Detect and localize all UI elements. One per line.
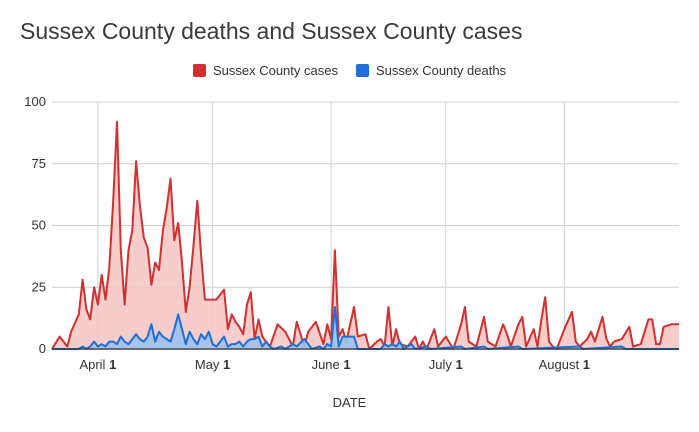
y-tick-label: 100 xyxy=(24,94,46,109)
series-line-deaths xyxy=(52,306,679,350)
x-tick-label: July 1 xyxy=(429,357,463,372)
y-tick-label: 50 xyxy=(32,218,46,233)
y-tick-label: 25 xyxy=(32,279,46,294)
legend-label-cases: Sussex County cases xyxy=(212,63,338,78)
series-area-cases xyxy=(52,121,679,349)
legend: Sussex County cases Sussex County deaths xyxy=(0,63,699,78)
legend-item-cases[interactable]: Sussex County cases xyxy=(192,63,338,78)
x-tick-label: August 1 xyxy=(539,357,590,372)
x-tick-label: May 1 xyxy=(195,357,230,372)
x-axis-title: DATE xyxy=(332,395,367,410)
legend-swatch-deaths xyxy=(355,64,369,77)
y-tick-label: 0 xyxy=(39,341,46,356)
x-tick-label: June 1 xyxy=(312,357,351,372)
legend-item-deaths[interactable]: Sussex County deaths xyxy=(355,63,507,78)
x-tick-label: April 1 xyxy=(79,357,116,372)
series-area-deaths xyxy=(52,307,679,349)
chart-title: Sussex County deaths and Sussex County c… xyxy=(20,18,523,44)
legend-swatch-cases xyxy=(192,64,206,77)
legend-label-deaths: Sussex County deaths xyxy=(375,63,507,78)
y-tick-label: 75 xyxy=(32,156,46,171)
